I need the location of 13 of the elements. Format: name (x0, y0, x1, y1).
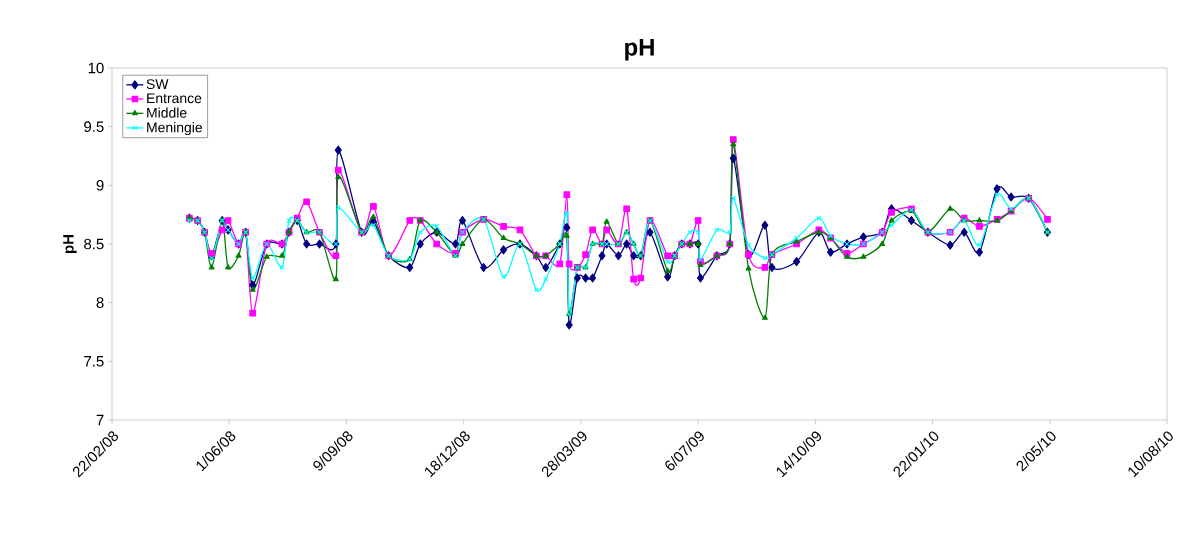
legend-label: Entrance (147, 93, 202, 104)
legend-label: Middle (147, 107, 187, 118)
y-axis-title: pH (63, 235, 77, 253)
y-tick-label: 8 (96, 297, 104, 308)
legend-label: SW (146, 79, 169, 90)
y-tick-label: 10 (88, 62, 104, 74)
y-tick-label: 9.5 (84, 121, 104, 132)
y-tick-label: 7.5 (84, 356, 104, 367)
legend-label: Meningie (147, 122, 203, 136)
y-tick-label: 9 (96, 180, 104, 191)
y-tick-label: 8.5 (84, 238, 104, 250)
y-tick-label: 7 (96, 414, 104, 426)
chart-title: pH (625, 39, 654, 61)
